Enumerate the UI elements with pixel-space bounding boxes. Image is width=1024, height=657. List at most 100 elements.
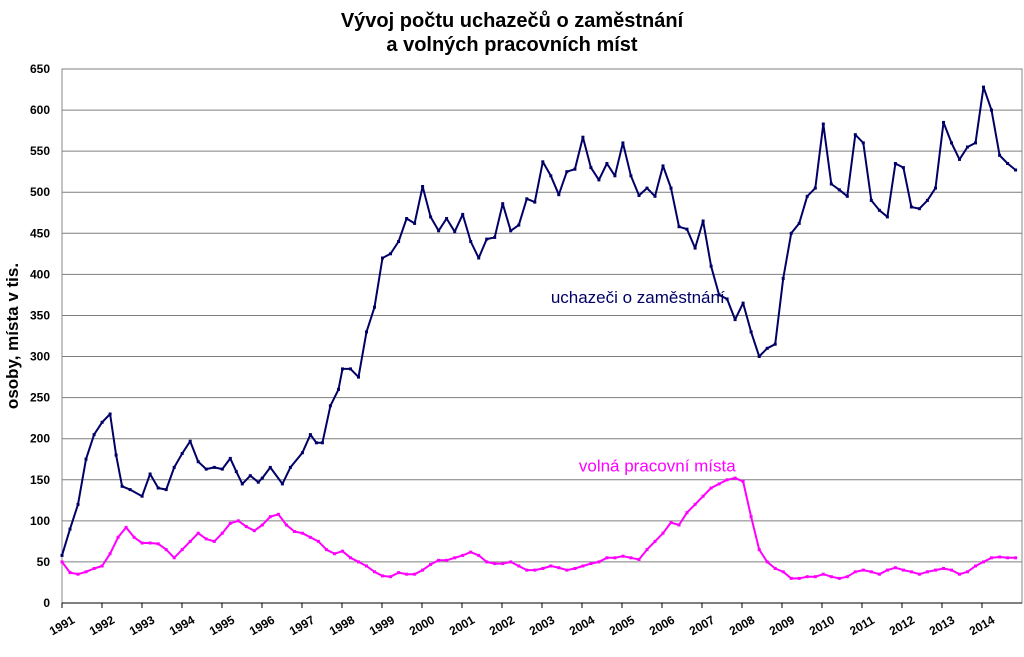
data-point	[589, 562, 593, 566]
x-tick-label: 1995	[207, 613, 237, 639]
data-point	[92, 567, 96, 570]
x-tick-label: 2007	[687, 613, 717, 639]
data-point	[885, 568, 889, 572]
data-point	[477, 553, 481, 557]
x-tick-label: 1998	[327, 613, 357, 639]
data-point	[525, 568, 529, 572]
data-point	[68, 571, 72, 575]
data-point	[188, 439, 192, 443]
data-point	[413, 221, 417, 225]
data-point	[148, 541, 152, 545]
data-point	[212, 539, 216, 543]
series-annotation: uchazeči o zaměstnání	[551, 288, 725, 307]
data-point	[421, 185, 425, 188]
data-point	[68, 527, 72, 531]
data-point	[60, 560, 64, 564]
data-point	[469, 550, 473, 554]
data-point	[869, 198, 873, 202]
data-point	[493, 562, 497, 566]
data-point	[982, 560, 985, 564]
data-point	[685, 511, 689, 515]
x-tick-label: 2011	[847, 613, 877, 638]
data-point	[389, 575, 392, 579]
data-point	[132, 535, 136, 539]
x-tick-label: 1996	[247, 613, 277, 639]
data-point	[477, 256, 481, 260]
data-point	[300, 531, 304, 535]
data-point	[909, 570, 913, 574]
data-point	[381, 256, 384, 260]
data-point	[917, 207, 921, 211]
data-point	[84, 457, 88, 461]
data-point	[669, 186, 673, 190]
data-point	[1014, 556, 1018, 560]
data-point	[314, 441, 318, 445]
data-point	[196, 531, 200, 535]
data-point	[248, 474, 252, 478]
data-point	[148, 472, 152, 476]
data-point	[725, 297, 729, 301]
data-point	[701, 219, 705, 223]
data-point	[637, 558, 641, 561]
data-point	[108, 552, 112, 556]
data-point	[837, 188, 841, 192]
data-point	[990, 556, 993, 560]
x-tick-label: 1992	[87, 613, 117, 639]
data-point	[677, 225, 681, 229]
x-tick-label: 1991	[47, 613, 77, 639]
y-tick-label: 50	[37, 555, 51, 569]
data-point	[805, 575, 809, 579]
data-point	[765, 346, 769, 350]
data-point	[429, 562, 433, 566]
data-point	[172, 465, 176, 469]
data-point	[220, 467, 224, 471]
y-tick-label: 100	[30, 514, 50, 528]
data-point	[725, 478, 729, 482]
x-tick-label: 2010	[807, 613, 837, 639]
x-tick-label: 1993	[127, 613, 157, 639]
x-tick-label: 2012	[887, 613, 917, 639]
data-point	[252, 529, 256, 533]
y-tick-label: 400	[30, 267, 50, 281]
data-point	[333, 552, 336, 556]
data-point	[701, 494, 705, 498]
data-point	[661, 164, 665, 168]
data-point	[196, 460, 200, 464]
data-point	[557, 566, 561, 570]
data-point	[549, 564, 553, 568]
data-point	[413, 572, 417, 576]
data-point	[405, 572, 409, 576]
data-point	[669, 521, 673, 524]
data-point	[212, 465, 216, 469]
x-tick-label: 2001	[447, 613, 477, 639]
data-point	[276, 512, 280, 516]
data-point	[533, 568, 537, 572]
data-point	[300, 451, 304, 455]
data-point	[341, 549, 344, 553]
data-point	[308, 535, 312, 539]
x-tick-label: 2008	[727, 613, 757, 639]
data-point	[280, 482, 284, 486]
data-point	[797, 576, 801, 580]
data-point	[493, 235, 497, 239]
data-point	[661, 531, 665, 535]
data-point	[893, 566, 897, 570]
data-point	[100, 420, 104, 424]
chart-title-line2: a volných pracovních míst	[386, 34, 638, 56]
data-point	[645, 548, 649, 552]
plot-area	[61, 68, 1023, 604]
data-point	[1006, 162, 1010, 165]
y-tick-label: 0	[43, 596, 50, 610]
data-point	[749, 330, 753, 334]
data-point	[140, 541, 144, 545]
data-point	[765, 560, 769, 564]
data-point	[381, 574, 384, 578]
y-tick-label: 200	[30, 432, 50, 446]
data-point	[445, 558, 449, 562]
data-point	[813, 575, 817, 579]
data-point	[445, 217, 449, 220]
data-point	[637, 194, 641, 197]
x-tick-label: 1999	[367, 613, 397, 639]
data-point	[717, 482, 721, 486]
y-tick-label: 300	[30, 350, 50, 364]
